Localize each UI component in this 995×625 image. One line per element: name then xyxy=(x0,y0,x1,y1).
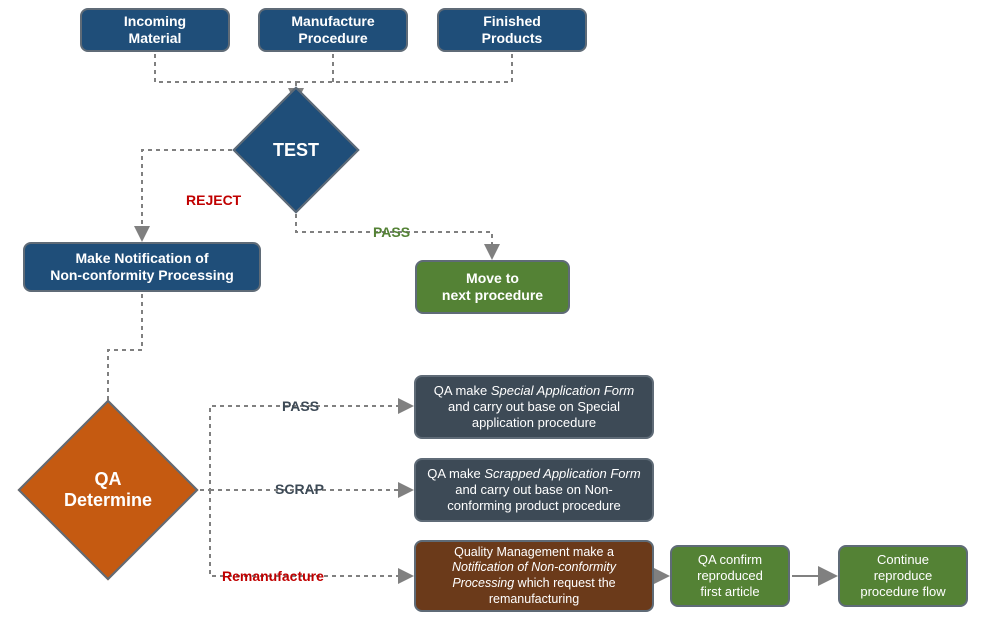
node-qa-confirm-first-article: QA confirmreproducedfirst article xyxy=(670,545,790,607)
text: Finished xyxy=(483,13,541,29)
text: Move to xyxy=(466,270,519,286)
node-qa-remanufacture-notification: Quality Management make a Notification o… xyxy=(414,540,654,612)
text: QA confirm xyxy=(698,552,762,567)
text: Non-conformity Processing xyxy=(50,267,234,283)
edge-label-reject: REJECT xyxy=(186,192,241,208)
text: reproduced xyxy=(697,568,763,583)
node-qa-scrapped-application: QA make Scrapped Application Form and ca… xyxy=(414,458,654,522)
text: QA make Special Application Form and car… xyxy=(426,383,642,432)
edge-label-pass: PASS xyxy=(373,224,410,240)
text: reproduce xyxy=(874,568,933,583)
node-make-notification: Make Notification ofNon-conformity Proce… xyxy=(23,242,261,292)
edge-label-qa-pass: PASS xyxy=(282,398,319,414)
text: Make Notification of xyxy=(75,250,208,266)
text: procedure flow xyxy=(860,584,945,599)
node-move-next-procedure: Move tonext procedure xyxy=(415,260,570,314)
edge-label-qa-scrap: SCRAP xyxy=(275,481,324,497)
node-qa-determine-decision: QADetermine xyxy=(44,426,172,554)
node-incoming-material: IncomingMaterial xyxy=(80,8,230,52)
text: Procedure xyxy=(298,30,367,46)
node-finished-products: FinishedProducts xyxy=(437,8,587,52)
text: QA xyxy=(95,469,122,489)
text: Determine xyxy=(64,490,152,510)
text: QA make Scrapped Application Form and ca… xyxy=(426,466,642,515)
edge-label-qa-remanufacture: Remanufacture xyxy=(222,568,324,584)
node-continue-reproduce-flow: Continuereproduceprocedure flow xyxy=(838,545,968,607)
text: Continue xyxy=(877,552,929,567)
text: Manufacture xyxy=(291,13,374,29)
text: TEST xyxy=(273,140,319,161)
text: Material xyxy=(129,30,182,46)
text: Quality Management make a Notification o… xyxy=(426,545,642,608)
text: next procedure xyxy=(442,287,543,303)
node-manufacture-procedure: ManufactureProcedure xyxy=(258,8,408,52)
text: first article xyxy=(700,584,759,599)
text: Products xyxy=(482,30,543,46)
text: Incoming xyxy=(124,13,186,29)
node-test-decision: TEST xyxy=(251,105,341,195)
node-qa-special-application: QA make Special Application Form and car… xyxy=(414,375,654,439)
